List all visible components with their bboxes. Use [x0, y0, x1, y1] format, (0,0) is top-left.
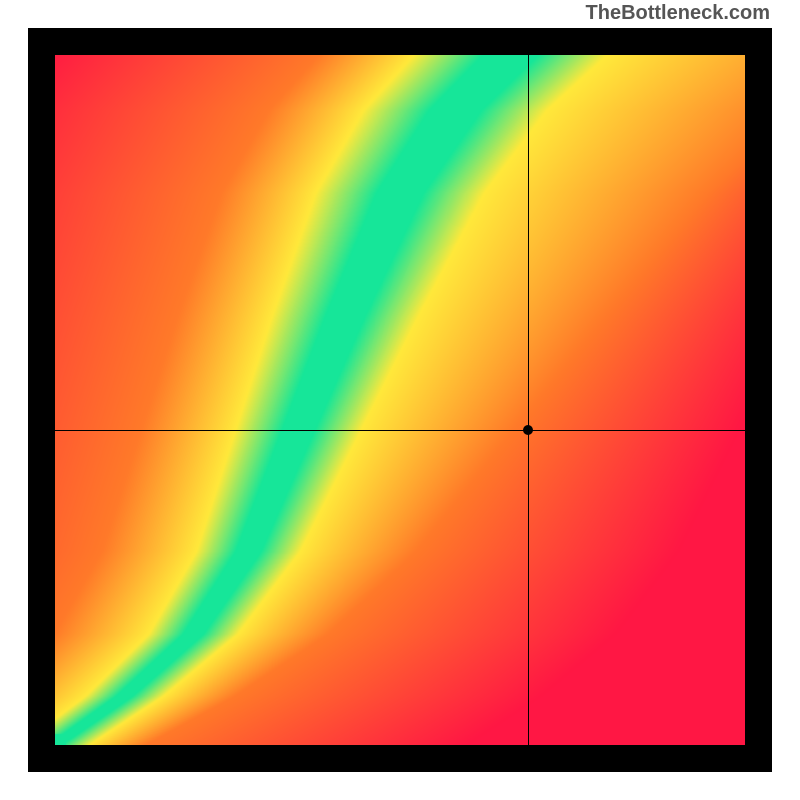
crosshair-marker: [523, 425, 533, 435]
crosshair-horizontal: [55, 430, 745, 431]
crosshair-vertical: [528, 55, 529, 745]
heatmap-canvas: [55, 55, 745, 745]
heatmap-plot-area: [55, 55, 745, 745]
attribution-text: TheBottleneck.com: [586, 2, 770, 25]
